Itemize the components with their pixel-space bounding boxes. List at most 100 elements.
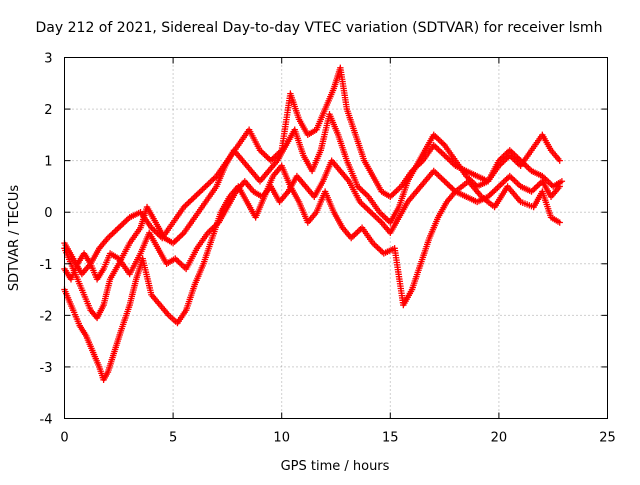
- data-point: [444, 181, 451, 188]
- data-point: [435, 146, 442, 153]
- data-point: [435, 136, 442, 143]
- x-tick-label: 5: [169, 431, 177, 446]
- data-point: [536, 181, 543, 188]
- x-axis-label: GPS time / hours: [281, 459, 390, 474]
- data-point: [372, 242, 380, 250]
- plot-frame: [64, 57, 608, 419]
- data-point: [438, 139, 445, 146]
- data-point: [503, 175, 510, 183]
- data-point: [171, 238, 178, 245]
- data-point: [259, 150, 267, 157]
- data-point: [191, 193, 199, 200]
- data-point: [433, 170, 441, 178]
- data-point: [262, 153, 270, 160]
- x-tick-label: 10: [273, 431, 290, 446]
- data-point: [193, 192, 200, 199]
- data-point: [186, 197, 194, 205]
- data-point: [492, 186, 499, 193]
- data-point: [514, 180, 521, 187]
- data-point: [372, 213, 379, 220]
- y-tick-label: 2: [44, 103, 52, 118]
- data-point: [435, 172, 442, 179]
- data-point: [509, 175, 517, 183]
- data-point: [351, 231, 358, 239]
- data-point: [433, 134, 441, 142]
- data-point: [362, 204, 370, 211]
- data-point: [207, 178, 214, 186]
- data-point: [375, 216, 382, 223]
- data-point: [261, 151, 268, 158]
- data-point: [556, 157, 563, 164]
- data-point: [367, 209, 374, 216]
- data-point: [388, 192, 396, 199]
- data-point: [383, 216, 391, 223]
- data-point: [200, 184, 208, 192]
- data-point: [264, 154, 271, 161]
- x-tick-label: 20: [491, 431, 508, 446]
- data-point: [120, 220, 127, 227]
- data-point: [359, 201, 367, 209]
- y-axis-label: SDTVAR / TECUs: [7, 185, 22, 292]
- data-point: [178, 261, 185, 268]
- data-point: [391, 189, 399, 196]
- data-point: [508, 148, 515, 156]
- data-point: [366, 207, 373, 214]
- data-point: [511, 177, 518, 184]
- data-point: [497, 181, 504, 189]
- data-point: [491, 187, 498, 195]
- y-tick-label: -1: [40, 258, 53, 273]
- data-point: [529, 186, 537, 194]
- data-point: [107, 231, 115, 239]
- data-point: [202, 183, 209, 190]
- y-tick-label: 0: [44, 206, 52, 221]
- data-point: [382, 214, 389, 222]
- data-point: [204, 181, 211, 189]
- data-point: [354, 228, 361, 236]
- data-point: [359, 187, 366, 195]
- data-point: [376, 217, 384, 225]
- data-point: [179, 231, 186, 238]
- data-point: [501, 177, 509, 184]
- data-point: [374, 244, 381, 251]
- x-tick-label: 0: [60, 431, 68, 446]
- y-tick-label: 3: [44, 52, 52, 67]
- data-point: [375, 245, 383, 253]
- data-point: [506, 147, 513, 154]
- data-point: [436, 137, 444, 144]
- data-point: [489, 189, 496, 196]
- x-tick-label: 15: [382, 431, 399, 446]
- chart-title: Day 212 of 2021, Sidereal Day-to-day VTE…: [36, 20, 603, 36]
- data-point: [115, 224, 122, 231]
- data-point: [197, 187, 205, 195]
- data-point: [106, 233, 113, 240]
- data-point: [512, 178, 520, 186]
- data-point: [188, 196, 195, 203]
- data-point: [112, 227, 119, 234]
- data-point: [208, 177, 216, 184]
- y-tick-label: -3: [40, 361, 53, 376]
- data-point: [123, 217, 130, 224]
- data-point: [364, 206, 371, 213]
- x-tick-label: 25: [599, 431, 616, 446]
- data-point: [439, 150, 447, 158]
- data-point: [371, 241, 378, 248]
- data-point: [556, 219, 563, 226]
- data-point: [495, 183, 503, 190]
- data-point: [508, 174, 515, 181]
- data-point: [194, 190, 202, 197]
- data-point: [433, 144, 441, 152]
- y-tick-label: 1: [44, 155, 52, 170]
- data-point: [199, 186, 206, 193]
- data-point: [487, 190, 495, 197]
- data-point: [196, 189, 203, 196]
- data-point: [114, 225, 121, 233]
- data-point: [355, 227, 363, 234]
- data-point: [438, 175, 445, 182]
- data-marks: [61, 64, 566, 384]
- data-point: [446, 182, 453, 189]
- data-point: [442, 179, 450, 186]
- data-point: [205, 180, 212, 187]
- data-point: [534, 182, 541, 189]
- data-point: [173, 256, 181, 264]
